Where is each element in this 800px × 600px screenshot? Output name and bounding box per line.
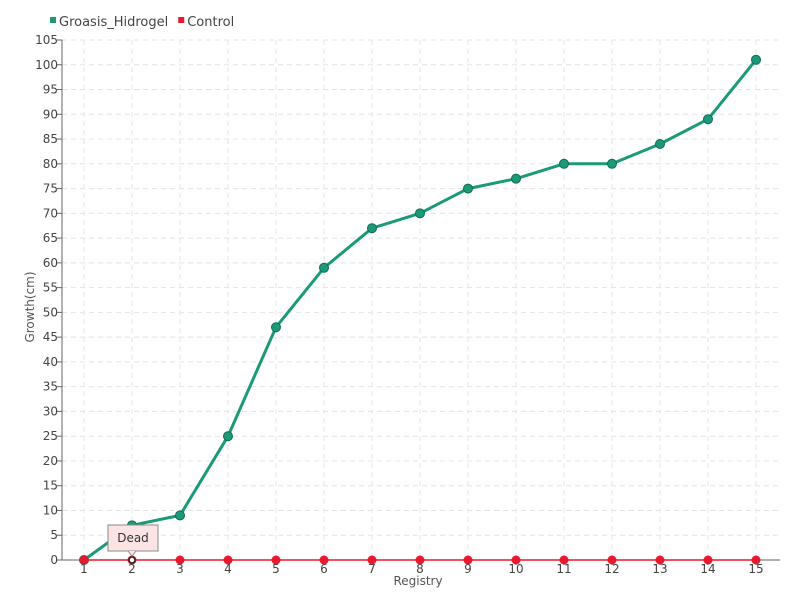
data-point bbox=[223, 555, 233, 565]
grid-layer bbox=[62, 39, 780, 560]
legend-label: Control bbox=[187, 15, 234, 30]
annotated-point bbox=[128, 556, 136, 564]
annotation-label: Dead bbox=[117, 531, 149, 545]
data-point bbox=[463, 555, 473, 565]
y-tick-label: 75 bbox=[43, 182, 58, 196]
data-point bbox=[751, 555, 761, 565]
data-point bbox=[79, 555, 89, 565]
x-axis-title: Registry bbox=[393, 574, 442, 588]
data-point bbox=[511, 173, 521, 184]
x-tick-label: 15 bbox=[748, 562, 763, 576]
data-point bbox=[319, 555, 329, 565]
x-tick-label: 7 bbox=[368, 562, 376, 576]
x-tick-label: 2 bbox=[128, 562, 136, 576]
y-tick-label: 20 bbox=[43, 454, 58, 468]
data-point bbox=[751, 54, 761, 65]
y-tick-label: 45 bbox=[43, 330, 58, 344]
y-tick-label: 105 bbox=[35, 33, 58, 47]
y-tick-label: 40 bbox=[43, 355, 58, 369]
data-point bbox=[319, 262, 329, 273]
annotation-pointer bbox=[127, 550, 137, 557]
data-point bbox=[511, 555, 521, 565]
x-tick-label: 10 bbox=[508, 562, 523, 576]
y-tick-label: 70 bbox=[43, 206, 58, 220]
data-point bbox=[367, 555, 377, 565]
data-point bbox=[703, 114, 713, 125]
data-point bbox=[703, 555, 713, 565]
data-point bbox=[559, 158, 569, 169]
y-tick-label: 100 bbox=[35, 58, 58, 72]
data-point bbox=[223, 431, 233, 442]
x-tick-label: 3 bbox=[176, 562, 184, 576]
x-tick-label: 4 bbox=[224, 562, 232, 576]
y-tick-label: 10 bbox=[43, 503, 58, 517]
y-tick-label: 60 bbox=[43, 256, 58, 270]
y-tick-label: 5 bbox=[50, 528, 58, 542]
x-tick-label: 5 bbox=[272, 562, 280, 576]
x-tick-label: 6 bbox=[320, 562, 328, 576]
legend: Groasis_Hidrogel Control bbox=[50, 15, 234, 30]
y-tick-label: 50 bbox=[43, 305, 58, 319]
data-point bbox=[271, 322, 281, 333]
data-point bbox=[559, 555, 569, 565]
y-tick-label: 25 bbox=[43, 429, 58, 443]
series-layer bbox=[79, 54, 761, 565]
data-point bbox=[367, 223, 377, 234]
legend-swatch bbox=[50, 17, 56, 23]
y-axis-title: Growth(cm) bbox=[23, 271, 37, 342]
data-point bbox=[463, 183, 473, 194]
data-point bbox=[415, 208, 425, 219]
legend-swatch bbox=[178, 17, 185, 23]
data-point bbox=[175, 555, 185, 565]
y-tick-label: 30 bbox=[43, 404, 58, 418]
x-tick-label: 9 bbox=[464, 562, 472, 576]
y-tick-label: 35 bbox=[43, 380, 58, 394]
data-point bbox=[607, 555, 617, 565]
axes-layer: 0510152025303540455055606570758085909510… bbox=[23, 33, 780, 588]
data-point bbox=[175, 510, 185, 521]
y-tick-label: 0 bbox=[50, 553, 58, 567]
x-tick-label: 12 bbox=[604, 562, 619, 576]
x-tick-label: 8 bbox=[416, 562, 424, 576]
data-point bbox=[415, 555, 425, 565]
x-tick-label: 13 bbox=[652, 562, 667, 576]
legend-label: Groasis_Hidrogel bbox=[59, 15, 168, 30]
y-tick-label: 80 bbox=[43, 157, 58, 171]
x-tick-label: 1 bbox=[80, 562, 88, 576]
y-tick-label: 55 bbox=[43, 281, 58, 295]
y-tick-label: 95 bbox=[43, 83, 58, 97]
data-point bbox=[655, 139, 665, 149]
annotation-box bbox=[107, 524, 159, 552]
y-tick-label: 65 bbox=[43, 231, 58, 245]
data-point bbox=[271, 555, 281, 565]
data-point bbox=[607, 158, 617, 169]
annotation-layer: Dead bbox=[107, 524, 159, 564]
y-tick-label: 90 bbox=[43, 107, 58, 121]
y-tick-label: 15 bbox=[43, 479, 58, 493]
data-point bbox=[655, 555, 665, 565]
x-tick-label: 11 bbox=[556, 562, 571, 576]
y-tick-label: 85 bbox=[43, 132, 58, 146]
x-tick-label: 14 bbox=[700, 562, 715, 576]
